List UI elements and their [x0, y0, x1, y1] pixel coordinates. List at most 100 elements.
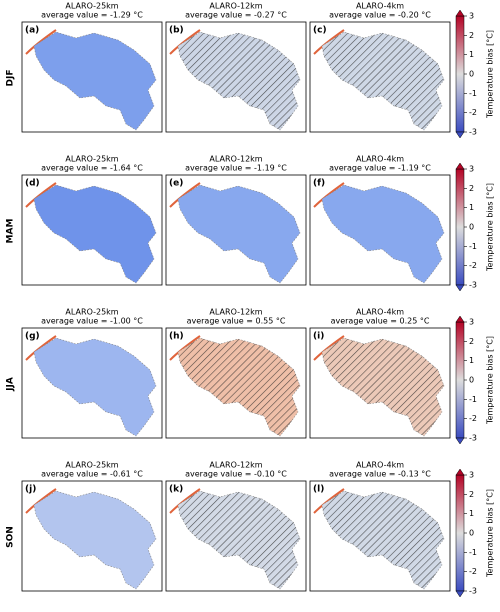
- panel-model: ALARO-4km: [356, 2, 404, 11]
- map: [169, 29, 301, 131]
- coast: [25, 182, 57, 208]
- panel-label: (k): [169, 485, 183, 495]
- panel-average: average value = 0.25 °C: [331, 317, 430, 326]
- panel-model: ALARO-12km: [209, 308, 262, 317]
- colorbar-tick-label: -2: [469, 567, 477, 576]
- map: [25, 182, 157, 284]
- colorbar-tick-label: 0: [469, 223, 474, 232]
- colorbar-tick-label: -2: [469, 261, 477, 270]
- colorbar-tick-label: 3: [469, 318, 474, 327]
- panel-average: average value = -0.27 °C: [185, 11, 287, 20]
- coast: [169, 335, 201, 361]
- panel-label: (l): [313, 485, 324, 495]
- colorbar: [455, 474, 465, 592]
- map: [313, 335, 445, 437]
- colorbar: [455, 321, 465, 439]
- panel-average: average value = -1.29 °C: [41, 11, 143, 20]
- panel-label: (f): [313, 179, 325, 189]
- coast: [169, 182, 201, 208]
- panel-label: (e): [169, 179, 183, 189]
- colorbar: [455, 15, 465, 133]
- panel-average: average value = -1.19 °C: [185, 164, 287, 173]
- panel-model: ALARO-4km: [356, 155, 404, 164]
- colorbar-tick-label: 0: [469, 70, 474, 79]
- panel-average: average value = -0.13 °C: [329, 470, 431, 479]
- colorbar-tick-label: -2: [469, 108, 477, 117]
- coast: [313, 182, 345, 208]
- colorbar-tick-label: 2: [469, 31, 474, 40]
- colorbar-tick-label: 1: [469, 50, 474, 59]
- colorbar-max: [455, 315, 465, 323]
- colorbar-tick-label: -3: [469, 128, 477, 137]
- colorbar-tick-label: 2: [469, 184, 474, 193]
- colorbar-tick-label: -1: [469, 242, 477, 251]
- panel-model: ALARO-25km: [65, 461, 118, 470]
- colorbar-min: [455, 437, 465, 445]
- panel-model: ALARO-4km: [356, 461, 404, 470]
- panel-label: (b): [169, 26, 184, 36]
- panel-average: average value = 0.55 °C: [187, 317, 286, 326]
- colorbar-tick-label: -3: [469, 434, 477, 443]
- map: [169, 335, 301, 437]
- colorbar-tick-label: 3: [469, 12, 474, 21]
- panel-model: ALARO-25km: [65, 308, 118, 317]
- panel-average: average value = -0.20 °C: [329, 11, 431, 20]
- coast: [169, 29, 201, 55]
- coast: [313, 335, 345, 361]
- coast: [169, 488, 201, 514]
- panel-model: ALARO-12km: [209, 2, 262, 11]
- panel-model: ALARO-12km: [209, 155, 262, 164]
- panel-average: average value = -1.19 °C: [329, 164, 431, 173]
- colorbar-tick-label: -2: [469, 414, 477, 423]
- colorbar-tick-label: -3: [469, 587, 477, 596]
- colorbar-label: Temperature bias [°C]: [486, 336, 495, 425]
- colorbar-tick-label: -1: [469, 395, 477, 404]
- season-label: MAM: [6, 219, 16, 244]
- coast: [313, 29, 345, 55]
- colorbar-label: Temperature bias [°C]: [486, 489, 495, 578]
- map: [313, 29, 445, 131]
- colorbar-min: [455, 284, 465, 292]
- panel-average: average value = -1.64 °C: [41, 164, 143, 173]
- colorbar: [455, 168, 465, 286]
- panel-label: (h): [169, 332, 184, 342]
- colorbar-min: [455, 590, 465, 598]
- map: [25, 335, 157, 437]
- season-label: SON: [6, 526, 16, 548]
- map: [25, 488, 157, 590]
- colorbar-tick-label: 2: [469, 337, 474, 346]
- season-label: DJF: [6, 70, 16, 87]
- colorbar-tick-label: 0: [469, 376, 474, 385]
- colorbar-tick-label: 0: [469, 529, 474, 538]
- colorbar-tick-label: 1: [469, 203, 474, 212]
- panel-model: ALARO-12km: [209, 461, 262, 470]
- coast: [25, 29, 57, 55]
- colorbar-tick-label: -1: [469, 548, 477, 557]
- panel-label: (g): [25, 332, 40, 342]
- colorbar-tick-label: 3: [469, 471, 474, 480]
- panel-average: average value = -0.10 °C: [185, 470, 287, 479]
- colorbar-tick-label: 2: [469, 490, 474, 499]
- coast: [25, 488, 57, 514]
- panel-label: (a): [25, 26, 39, 36]
- map: [313, 182, 445, 284]
- colorbar-min: [455, 131, 465, 139]
- colorbar-tick-label: -1: [469, 89, 477, 98]
- colorbar-tick-label: 3: [469, 165, 474, 174]
- panel-label: (d): [25, 179, 40, 189]
- colorbar-max: [455, 9, 465, 17]
- colorbar-label: Temperature bias [°C]: [486, 183, 495, 272]
- colorbar-label: Temperature bias [°C]: [486, 30, 495, 119]
- map: [313, 488, 445, 590]
- coast: [313, 488, 345, 514]
- colorbar-tick-label: -3: [469, 281, 477, 290]
- panel-model: ALARO-25km: [65, 155, 118, 164]
- map: [169, 182, 301, 284]
- coast: [25, 335, 57, 361]
- map: [25, 29, 157, 131]
- panel-label: (i): [313, 332, 324, 342]
- season-label: JJA: [6, 377, 16, 392]
- colorbar-tick-label: 1: [469, 509, 474, 518]
- panel-average: average value = -1.00 °C: [41, 317, 143, 326]
- colorbar-max: [455, 162, 465, 170]
